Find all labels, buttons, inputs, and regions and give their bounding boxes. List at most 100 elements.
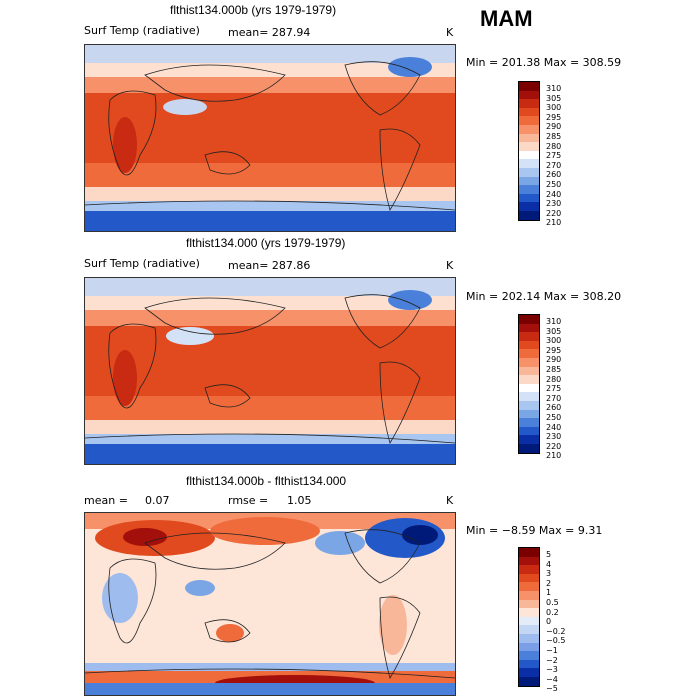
panel-3-title: flthist134.000b - flthist134.000 [186, 474, 347, 488]
panel-2-units: K [446, 259, 454, 272]
panel-1-minmax: Min = 201.38 Max = 308.59 [466, 56, 622, 69]
panel-2-title: flthist134.000 (yrs 1979-1979) [186, 236, 346, 250]
colorbar-box [518, 400, 540, 410]
colorbar-tick-label: 290 [546, 122, 562, 132]
colorbar-box [518, 107, 540, 117]
colorbar-tick-label: 250 [546, 179, 562, 189]
colorbar-tick-label: −5 [546, 684, 558, 694]
colorbar-box [518, 409, 540, 419]
colorbar-box [518, 633, 540, 643]
colorbar-tick-label: 230 [546, 432, 562, 442]
colorbar-box [518, 383, 540, 393]
colorbar-box [518, 210, 540, 221]
colorbar-box [518, 124, 540, 134]
colorbar-tick-label: 210 [546, 451, 562, 461]
colorbar-tick-label: 220 [546, 208, 562, 218]
colorbar-tick-label: 300 [546, 103, 562, 113]
colorbar-box [518, 323, 540, 333]
colorbar-box [518, 202, 540, 211]
colorbar-box [518, 608, 540, 617]
colorbar-tick-label: 270 [546, 160, 562, 170]
panel-3-colorbar-ticks: 5 4 3 2 1 0.5 0.2 0 −0.2 −0.5 −1 −2 −3 −… [546, 550, 565, 694]
colorbar-box [518, 547, 540, 557]
colorbar-box [518, 90, 540, 100]
panel-2-variable-label: Surf Temp (radiative) [84, 257, 200, 270]
panel-2-mean-label: mean= 287.86 [228, 259, 311, 272]
colorbar-box [518, 676, 540, 687]
colorbar-box [518, 142, 540, 151]
colorbar-tick-label: 275 [546, 384, 562, 394]
colorbar-tick-label: −0.2 [546, 626, 566, 636]
colorbar-box [518, 185, 540, 194]
colorbar-box [518, 150, 540, 160]
colorbar-tick-label: 310 [546, 317, 562, 326]
colorbar-tick-label: −3 [546, 665, 558, 675]
panel-2-minmax: Min = 202.14 Max = 308.20 [466, 290, 622, 303]
colorbar-box [518, 366, 540, 376]
panel-3-map [84, 512, 456, 696]
colorbar-tick-label: 305 [546, 93, 562, 103]
colorbar-tick-label: −4 [546, 674, 558, 684]
colorbar-tick-label: 300 [546, 336, 562, 346]
colorbar-box [518, 375, 540, 384]
colorbar-box [518, 651, 540, 660]
colorbar-box [518, 435, 540, 444]
panel-1-title: flthist134.000b (yrs 1979-1979) [170, 3, 337, 17]
colorbar-box [518, 133, 540, 143]
panel-3-mean-value: 0.07 [145, 494, 170, 507]
colorbar-box [518, 599, 540, 609]
colorbar-tick-label: 295 [546, 112, 562, 122]
colorbar-tick-label: 220 [546, 441, 562, 451]
colorbar-tick-label: 3 [546, 569, 552, 579]
panel-3-mean-key: mean = [84, 494, 128, 507]
colorbar-box [518, 81, 540, 91]
colorbar-box [518, 565, 540, 574]
colorbar-box [518, 582, 540, 591]
colorbar-box [518, 426, 540, 436]
colorbar-box [518, 349, 540, 358]
colorbar-box [518, 332, 540, 341]
colorbar-tick-label: 260 [546, 170, 562, 180]
panel-1-units: K [446, 26, 454, 39]
colorbar-tick-label: 210 [546, 218, 562, 228]
colorbar-tick-label: 0.5 [546, 597, 559, 607]
colorbar-tick-label: −0.5 [546, 636, 566, 646]
colorbar-box [518, 556, 540, 566]
colorbar-box [518, 193, 540, 203]
colorbar-tick-label: 270 [546, 393, 562, 403]
colorbar-box [518, 668, 540, 677]
panel-3-rmse-key: rmse = [228, 494, 269, 507]
season-label: MAM [480, 6, 533, 31]
colorbar-tick-label: 0.2 [546, 607, 559, 617]
panel-3-rmse-value: 1.05 [287, 494, 312, 507]
colorbar-tick-label: 280 [546, 141, 562, 151]
colorbar-tick-label: −2 [546, 655, 558, 665]
colorbar-box [518, 159, 540, 168]
colorbar-tick-label: 1 [546, 588, 552, 598]
colorbar-tick-label: 280 [546, 374, 562, 384]
panel-1-variable-label: Surf Temp (radiative) [84, 24, 200, 37]
colorbar-tick-label: 5 [546, 550, 552, 559]
panel-2-colorbar-ticks: 310 305 300 295 290 285 280 275 270 260 … [546, 317, 561, 461]
colorbar-tick-label: 275 [546, 151, 562, 161]
colorbar-box [518, 443, 540, 454]
colorbar-box [518, 573, 540, 583]
colorbar-tick-label: 2 [546, 578, 552, 588]
panel-1-map [84, 44, 456, 232]
panel-1-mean-label: mean= 287.94 [228, 26, 311, 39]
colorbar-tick-label: 4 [546, 559, 552, 569]
colorbar-box [518, 176, 540, 186]
colorbar-box [518, 357, 540, 367]
colorbar-box [518, 625, 540, 634]
colorbar-box [518, 340, 540, 350]
colorbar-tick-label: 250 [546, 412, 562, 422]
colorbar-tick-label: 260 [546, 403, 562, 413]
colorbar-tick-label: 305 [546, 326, 562, 336]
colorbar-box [518, 392, 540, 401]
colorbar-box [518, 314, 540, 324]
colorbar-box [518, 418, 540, 427]
colorbar-tick-label: −1 [546, 645, 558, 655]
colorbar-tick-label: 240 [546, 422, 562, 432]
colorbar-tick-label: 230 [546, 199, 562, 209]
colorbar-box [518, 167, 540, 177]
